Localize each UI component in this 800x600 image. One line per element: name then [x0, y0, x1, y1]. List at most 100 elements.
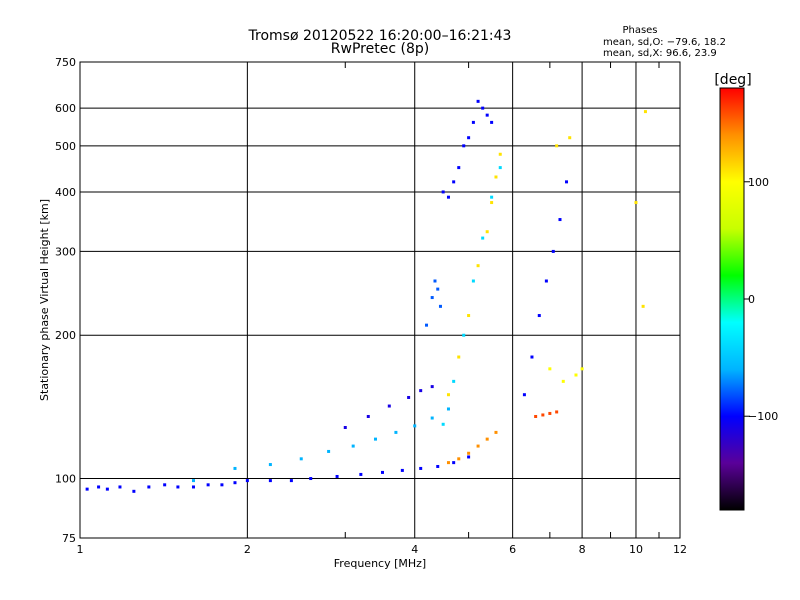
data-point — [544, 279, 548, 283]
data-point — [268, 463, 272, 467]
x-tick-label: 1 — [77, 543, 84, 556]
y-tick-label: 300 — [55, 245, 76, 258]
data-point — [476, 264, 480, 268]
data-point — [446, 393, 450, 397]
data-point — [490, 195, 494, 199]
chart-subtitle: RwPretec (8p) — [331, 41, 429, 57]
x-axis-label: Frequency [MHz] — [334, 557, 426, 570]
plot-frame — [79, 61, 681, 539]
data-point — [634, 201, 638, 205]
y-tick-label: 500 — [55, 140, 76, 153]
data-point — [476, 99, 480, 103]
data-point — [132, 489, 136, 493]
data-point — [335, 474, 339, 478]
data-point — [373, 437, 377, 441]
data-point — [309, 477, 313, 481]
data-point — [419, 389, 423, 393]
data-point — [467, 455, 471, 459]
data-points — [85, 99, 647, 493]
data-point — [446, 461, 450, 465]
stats-line-o: mean, sd,O: −79.6, 18.2 — [603, 37, 726, 48]
data-point — [359, 472, 363, 476]
colorbar-tick-label: 0 — [748, 293, 755, 306]
data-point — [163, 483, 167, 487]
data-point — [548, 367, 552, 371]
colorbar-tick-label: 100 — [748, 176, 769, 189]
data-point — [343, 425, 347, 429]
data-point — [490, 201, 494, 205]
data-point — [561, 379, 565, 383]
data-point — [548, 411, 552, 415]
data-point — [430, 296, 434, 300]
data-point — [467, 451, 471, 455]
data-point — [565, 180, 569, 184]
data-point — [176, 485, 180, 489]
data-point — [366, 414, 370, 418]
data-point — [452, 379, 456, 383]
colorbar: [deg] 100 0 −100 — [714, 72, 778, 511]
y-tick-label: 750 — [55, 56, 76, 69]
data-point — [494, 430, 498, 434]
colorbar-gradient — [719, 87, 745, 511]
data-point — [419, 466, 423, 470]
data-point — [425, 323, 429, 327]
data-point — [471, 120, 475, 124]
data-point — [268, 479, 272, 483]
x-axis: 1 2 4 6 8 10 12 — [77, 62, 687, 556]
data-point — [438, 304, 442, 308]
data-point — [568, 136, 572, 140]
data-point — [299, 457, 303, 461]
data-point — [441, 190, 445, 194]
colorbar-tick-label: −100 — [748, 410, 778, 423]
data-point — [485, 113, 489, 117]
data-point — [85, 487, 89, 491]
data-point — [457, 457, 461, 461]
data-point — [555, 410, 559, 414]
x-tick-label: 6 — [509, 543, 516, 556]
data-point — [97, 485, 101, 489]
data-point — [433, 279, 437, 283]
data-point — [191, 485, 195, 489]
data-point — [407, 395, 411, 399]
x-tick-label: 4 — [411, 543, 418, 556]
data-point — [490, 120, 494, 124]
chart-title: Tromsø 20120522 16:20:00–16:21:43 — [248, 28, 512, 44]
data-point — [641, 304, 645, 308]
y-axis-label: Stationary phase Virtual Height [km] — [38, 199, 51, 401]
colorbar-label: [deg] — [714, 72, 751, 88]
data-point — [441, 422, 445, 426]
data-point — [105, 487, 109, 491]
stats-line-x: mean, sd,X: 96.6, 23.9 — [603, 48, 717, 59]
y-tick-label: 200 — [55, 329, 76, 342]
data-point — [233, 466, 237, 470]
data-point — [245, 479, 249, 483]
data-point — [413, 424, 417, 428]
y-tick-label: 75 — [62, 532, 76, 545]
data-point — [522, 393, 526, 397]
y-axis: 75 100 200 300 400 500 600 750 — [55, 56, 76, 545]
data-point — [387, 404, 391, 408]
data-point — [220, 483, 224, 487]
data-point — [530, 355, 534, 359]
data-point — [446, 195, 450, 199]
data-point — [537, 314, 541, 318]
data-point — [452, 180, 456, 184]
data-point — [494, 175, 498, 179]
x-tick-label: 2 — [244, 543, 251, 556]
data-point — [446, 407, 450, 411]
data-point — [467, 314, 471, 318]
data-point — [351, 444, 355, 448]
data-point — [206, 483, 210, 487]
y-tick-label: 400 — [55, 186, 76, 199]
data-point — [327, 449, 331, 453]
data-point — [481, 236, 485, 240]
data-point — [498, 152, 502, 156]
data-point — [457, 355, 461, 359]
y-tick-label: 100 — [55, 473, 76, 486]
data-point — [551, 249, 555, 253]
data-point — [541, 413, 545, 417]
x-tick-label: 8 — [579, 543, 586, 556]
data-point — [462, 144, 466, 148]
data-point — [481, 106, 485, 110]
